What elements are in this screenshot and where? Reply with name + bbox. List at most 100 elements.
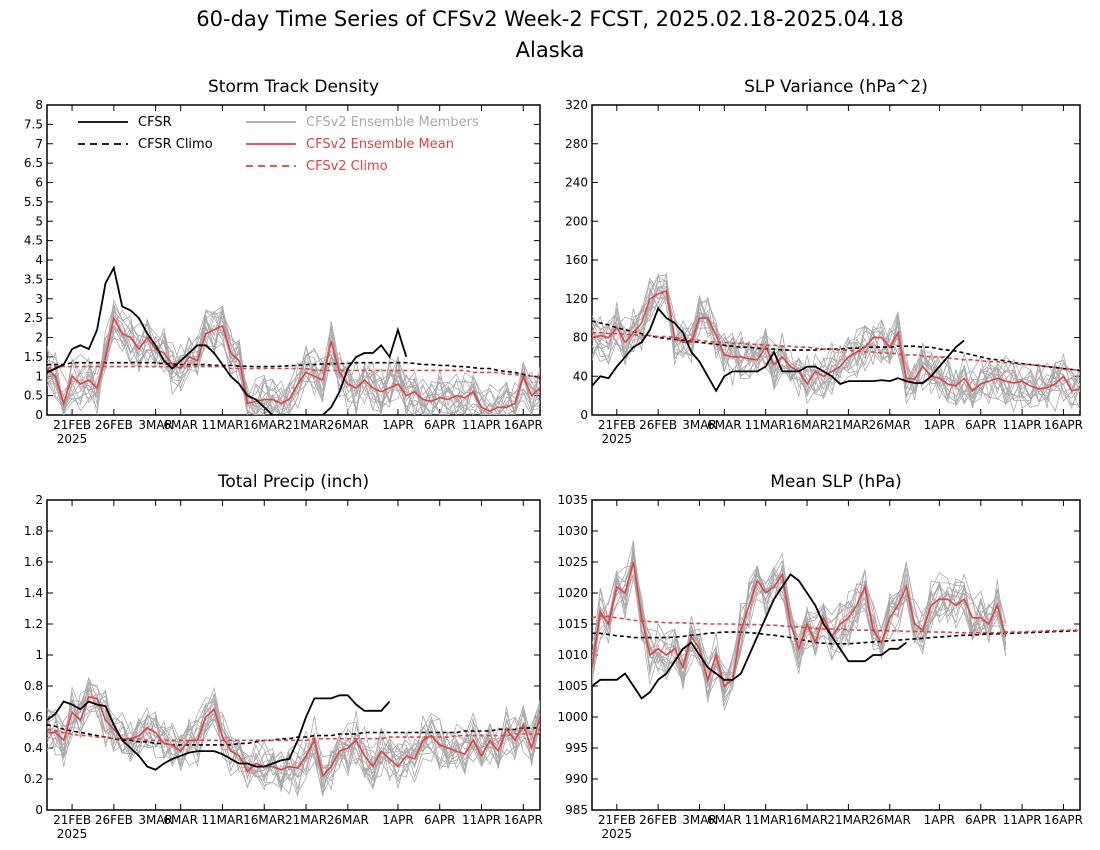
plot-area [592,272,1080,413]
y-tick-label: 1015 [557,617,588,631]
panel-total-precip: Total Precip (inch) 0 0.2 0.4 0.6 0.8 1 1.2 1.4 1… [24,472,543,841]
y-tick-label: 0 [580,408,588,422]
x-tick-label: 21FEB [53,418,91,432]
x-tick-label: 6MAR [163,813,198,827]
y-tick-label: 40 [573,369,588,383]
ensemble-member-line [47,692,540,794]
legend-label: CFSR [138,115,172,130]
series-line-cfsv2-ensemble-mean [592,561,1007,688]
ensemble-member-line [592,560,1006,707]
ensemble-member-line [592,286,1080,404]
x-year-label: 2025 [602,827,633,841]
ensemble-member-line [592,545,1006,697]
ensemble-member-line [592,272,1080,408]
y-tick-label: 4.5 [24,234,43,248]
x-year-label: 2025 [57,827,88,841]
y-tick-label: 240 [565,176,588,190]
x-tick-label: 1APR [382,418,413,432]
panel-storm-track-density: Storm Track Density 0 0.5 1 1.5 2 2.5 3 3.5 4 4.5 5… [24,77,543,446]
x-tick-label: 26FEB [639,418,677,432]
series-line-cfsr [47,265,408,415]
ensemble-member-line [592,540,1006,685]
y-tick-label: 280 [565,137,588,151]
ensemble-member-line [592,554,1006,703]
ensemble-member-line [47,305,540,415]
y-tick-label: 3.5 [24,272,43,286]
ensemble-member-line [592,552,1006,685]
series-line-cfsv2-ensemble-mean [47,695,540,778]
x-tick-label: 11MAR [201,418,243,432]
x-tick-label: 21MAR [285,418,327,432]
ensemble-member-line [47,686,540,797]
ensemble-member-line [592,277,1080,413]
series-line-cfsv2-climo [47,365,540,379]
x-tick-label: 21MAR [827,813,869,827]
series-line-cfsv2-climo [592,615,1080,634]
x-tick-label: 26FEB [95,418,133,432]
panel-title: Storm Track Density [208,77,379,97]
y-tick-label: 0 [35,803,43,817]
legend-label: CFSv2 Ensemble Members [306,115,479,130]
series-line-cfsr [592,573,907,700]
x-tick-label: 26MAR [327,418,369,432]
y-tick-label: 4 [35,253,43,267]
ensemble-member-line [47,299,540,415]
y-tick-label: 1030 [557,524,588,538]
y-tick-label: 320 [565,98,588,112]
x-tick-label: 3MAR [138,418,173,432]
y-tick-label: 7 [35,137,43,151]
y-tick-label: 1.2 [24,617,43,631]
y-tick-label: 2.5 [24,311,43,325]
x-tick-label: 11MAR [745,418,787,432]
series-line-cfsr-climo [592,320,1080,372]
y-tick-label: 0.6 [24,710,43,724]
panel-title: SLP Variance (hPa^2) [744,77,928,97]
ensemble-member-line [592,563,1006,711]
panel-title: Total Precip (inch) [217,472,369,492]
y-tick-label: 6 [35,176,43,190]
ensemble-member-line [592,286,1080,401]
y-tick-label: 0.8 [24,679,43,693]
x-tick-label: 6APR [424,418,455,432]
ensemble-member-line [592,291,1080,402]
plot-area [592,540,1080,711]
x-tick-label: 1APR [924,813,955,827]
series-line-cfsr-climo [47,724,540,746]
figure-title: 60-day Time Series of CFSv2 Week-2 FCST,… [196,7,903,31]
y-tick-label: 1010 [557,648,588,662]
x-tick-label: 26MAR [869,813,911,827]
y-tick-label: 1025 [557,555,588,569]
y-tick-label: 2 [35,331,43,345]
x-tick-label: 26MAR [869,418,911,432]
x-tick-label: 6APR [965,813,996,827]
x-tick-label: 1APR [382,813,413,827]
x-tick-label: 11MAR [201,813,243,827]
x-tick-label: 16MAR [243,418,285,432]
y-tick-label: 1 [35,648,43,662]
series-line-cfsv2-ensemble-mean [592,289,1080,392]
y-tick-label: 0.5 [24,389,43,403]
y-tick-label: 1.4 [24,586,43,600]
x-tick-label: 16APR [504,813,543,827]
x-tick-label: 26MAR [327,813,369,827]
x-tick-label: 11APR [1003,813,1042,827]
panel-slp-variance: SLP Variance (hPa^2) 0 40 80 120 160 200 240 280… [565,77,1083,446]
x-tick-label: 6MAR [707,418,742,432]
x-tick-label: 21FEB [598,813,636,827]
x-tick-label: 6MAR [163,418,198,432]
legend-label: CFSv2 Ensemble Mean [306,137,454,152]
ensemble-member-line [592,553,1006,694]
y-tick-label: 1005 [557,679,588,693]
y-tick-label: 1020 [557,586,588,600]
x-tick-label: 3MAR [682,813,717,827]
y-tick-label: 8 [35,98,43,112]
ensemble-member-line [592,280,1080,410]
y-tick-label: 0 [35,408,43,422]
y-tick-label: 2 [35,493,43,507]
y-tick-label: 80 [573,331,588,345]
y-tick-label: 1035 [557,493,588,507]
x-tick-label: 11APR [462,813,501,827]
x-tick-label: 11MAR [745,813,787,827]
x-tick-label: 16MAR [786,418,828,432]
